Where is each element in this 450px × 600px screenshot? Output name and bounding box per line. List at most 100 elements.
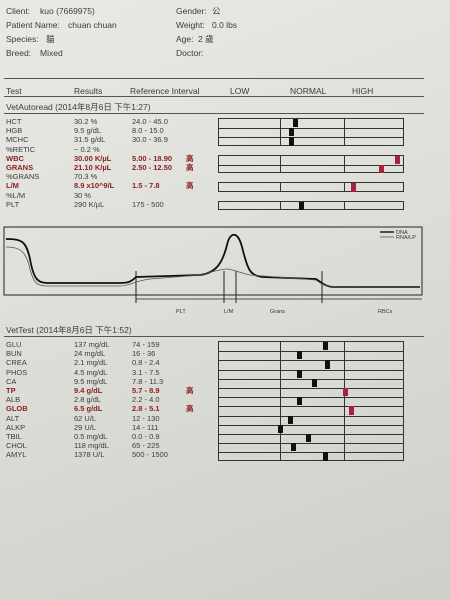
graph-rowline-0-1 xyxy=(219,128,403,130)
autoread-result-4: 30.00 K/µL xyxy=(74,153,112,163)
vettest-marker-1 xyxy=(296,351,302,360)
vettest-result-0: 137 mg/dL xyxy=(74,340,110,349)
vettest-ref-2: 0.8 - 2.4 xyxy=(132,358,160,368)
autoread-graph-2 xyxy=(218,182,404,192)
histogram-dna-curve xyxy=(5,233,420,288)
histogram-label-grans: Grans xyxy=(270,309,285,315)
autoread-flag-5: 高 xyxy=(186,163,194,172)
vettest-marker-3 xyxy=(296,369,302,378)
vettest-ref-3: 3.1 - 7.5 xyxy=(132,367,160,377)
graph-divider-1-0 xyxy=(280,155,282,173)
vettest-rowline-6 xyxy=(219,397,403,399)
vettest-ref-0: 74 - 159 xyxy=(132,340,160,349)
autoread-title: VetAutoread (2014年8月6日 下午1:27) xyxy=(6,102,151,112)
vettest-rowline-1 xyxy=(219,351,403,353)
autoread-result-2: 31.5 g/dL xyxy=(74,135,106,145)
vettest-test-9: ALKP xyxy=(6,422,26,432)
vettest-test-6: ALB xyxy=(6,395,21,405)
vettest-result-10: 0.5 mg/dL xyxy=(74,432,108,441)
autoread-test-5: GRANS xyxy=(6,163,34,172)
vettest-test-1: BUN xyxy=(6,349,22,359)
vettest-divider-1 xyxy=(343,342,345,460)
vettest-flag-7: 高 xyxy=(186,404,194,414)
breed-value: Mixed xyxy=(40,48,63,58)
autoread-marker-1 xyxy=(289,128,295,137)
graph-divider-0-1 xyxy=(343,119,345,145)
vettest-test-0: GLU xyxy=(6,340,22,349)
column-divider xyxy=(4,96,424,97)
vettest-rowline-5 xyxy=(219,388,403,389)
client-label: Client: xyxy=(6,6,31,16)
vettest-test-3: PHOS xyxy=(6,367,28,377)
autoread-test-8: %L/M xyxy=(6,190,26,200)
vettest-marker-10 xyxy=(306,434,312,443)
vettest-result-8: 62 U/L xyxy=(74,413,97,423)
vettest-graph xyxy=(218,341,404,461)
vettest-ref-10: 0.0 - 0.9 xyxy=(132,432,160,441)
col-test: Test xyxy=(6,86,22,96)
vettest-marker-7 xyxy=(348,406,354,415)
autoread-divider xyxy=(4,113,424,114)
vettest-result-9: 29 U/L xyxy=(74,422,97,432)
vettest-rowline-3 xyxy=(219,369,403,371)
vettest-result-5: 9.4 g/dL xyxy=(74,386,103,395)
vettest-test-4: CA xyxy=(6,376,17,386)
vettest-ref-7: 2.8 - 5.1 xyxy=(132,404,160,414)
patient-name-value: chuan chuan xyxy=(68,20,117,30)
col-results: Results xyxy=(74,86,103,96)
vettest-marker-0 xyxy=(322,342,328,351)
age-value: 2 歲 xyxy=(198,34,214,44)
vettest-marker-8 xyxy=(287,415,293,424)
histogram-frame xyxy=(3,226,423,296)
autoread-ref-9: 175 - 500 xyxy=(132,199,164,209)
graph-divider-2-1 xyxy=(343,183,345,191)
vettest-rowline-2 xyxy=(219,360,403,362)
autoread-test-3: %RETIC xyxy=(6,144,36,154)
autoread-test-1: HGB xyxy=(6,126,23,136)
vettest-ref-11: 65 - 225 xyxy=(132,441,160,451)
autoread-result-5: 21.10 K/µL xyxy=(74,163,112,172)
vettest-ref-1: 16 - 36 xyxy=(132,349,156,359)
vettest-result-6: 2.8 g/dL xyxy=(74,395,102,405)
autoread-graph-1 xyxy=(218,154,404,174)
autoread-result-1: 9.5 g/dL xyxy=(74,126,102,136)
autoread-test-7: L/M xyxy=(6,181,19,191)
species-label: Species: xyxy=(6,34,39,44)
autoread-result-7: 8.9 x10^9/L xyxy=(74,181,115,191)
weight-value: 0.0 lbs xyxy=(212,20,238,30)
autoread-test-0: HCT xyxy=(6,117,22,126)
autoread-ref-2: 30.0 - 36.9 xyxy=(132,135,168,145)
vettest-result-11: 118 mg/dL xyxy=(74,441,109,451)
vettest-marker-11 xyxy=(291,443,297,452)
autoread-ref-1: 8.0 - 15.0 xyxy=(132,126,164,136)
autoread-result-3: ~ 0.2 % xyxy=(74,144,100,154)
age-label: Age: xyxy=(176,34,194,44)
graph-divider-1-1 xyxy=(343,155,345,173)
client-value: kuo (7669975) xyxy=(40,6,95,16)
vettest-test-7: GLOB xyxy=(6,404,28,414)
autoread-result-6: 70.3 % xyxy=(74,172,98,182)
graph-rowline-0-2 xyxy=(219,137,403,139)
autoread-test-4: WBC xyxy=(6,153,24,163)
species-value: 貓 xyxy=(46,34,55,44)
vettest-test-12: AMYL xyxy=(6,450,27,460)
vettest-result-7: 6.5 g/dL xyxy=(74,404,103,414)
vettest-test-5: TP xyxy=(6,386,16,395)
autoread-graph-0 xyxy=(218,118,404,146)
autoread-flag-4: 高 xyxy=(186,153,194,163)
vettest-marker-12 xyxy=(322,452,328,461)
vettest-test-11: CHOL xyxy=(6,441,27,451)
autoread-result-9: 290 K/µL xyxy=(74,199,105,209)
gender-value: 公 xyxy=(212,6,221,16)
vettest-divider-0 xyxy=(280,342,282,460)
autoread-graph-3 xyxy=(218,200,404,210)
vettest-divider xyxy=(4,336,424,337)
vettest-marker-9 xyxy=(278,424,284,433)
autoread-ref-0: 24.0 - 45.0 xyxy=(132,117,168,126)
autoread-flag-7: 高 xyxy=(186,181,194,191)
vettest-test-10: TBIL xyxy=(6,432,22,441)
vettest-marker-2 xyxy=(324,360,330,369)
vettest-flag-5: 高 xyxy=(186,386,194,395)
